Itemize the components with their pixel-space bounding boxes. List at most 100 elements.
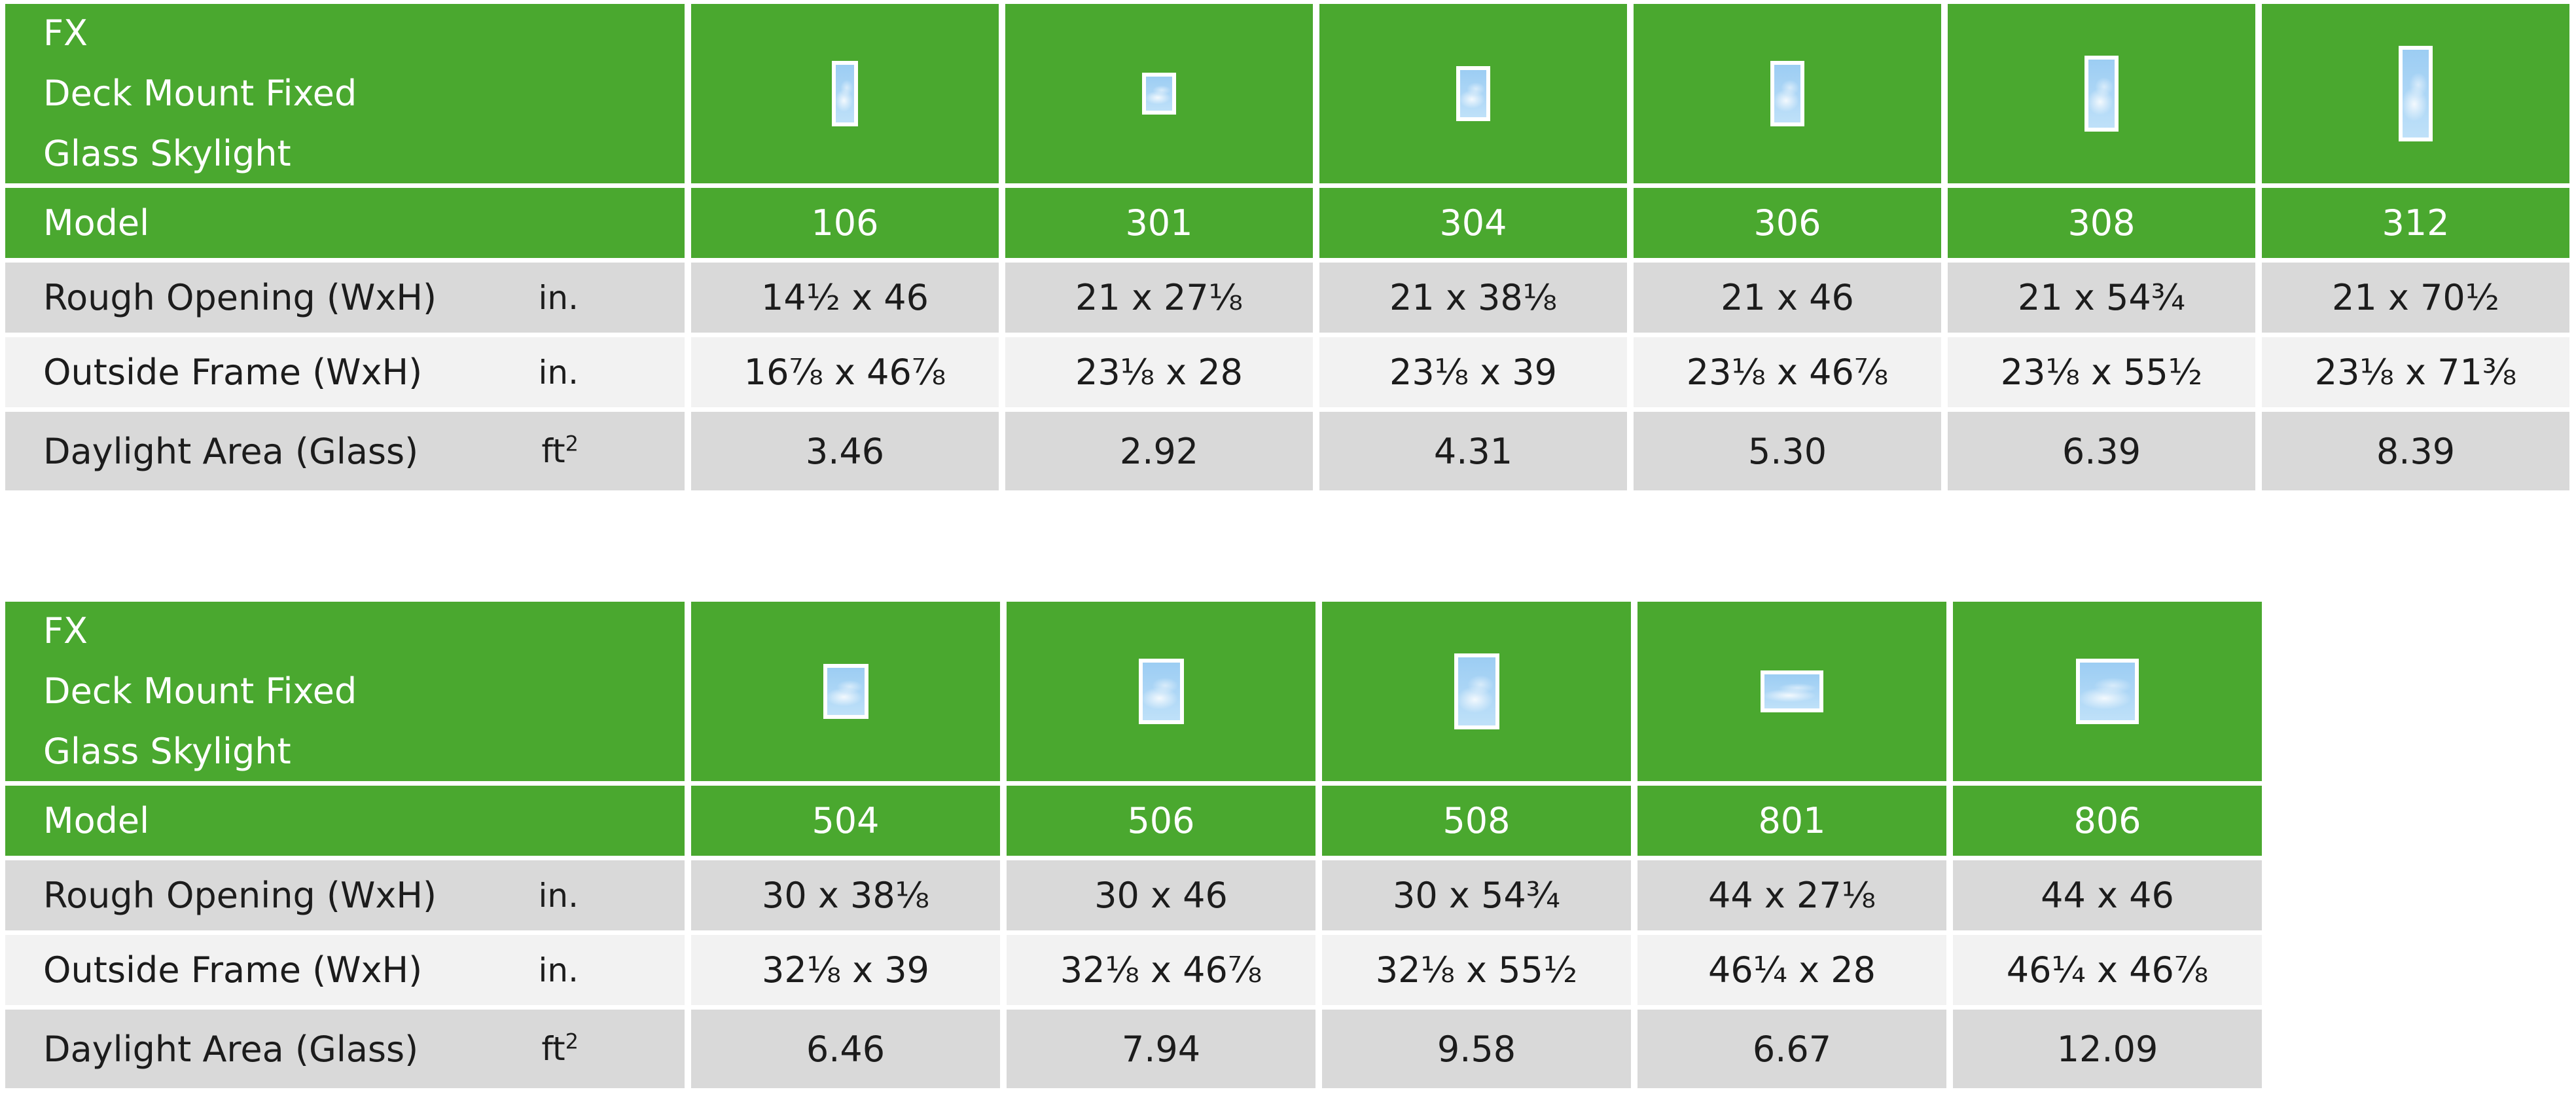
product-title-line: Glass Skylight [43,731,291,772]
skylight-icon [2076,659,2139,724]
skylight-icon [1761,670,1823,712]
product-title: FX Deck Mount Fixed Glass Skylight [5,602,685,781]
spec-label: Daylight Area (Glass) [43,430,419,472]
spec-table-fx-small: FX Deck Mount Fixed Glass Skylight Model 106… [5,4,2576,490]
spec-label-cell: Outside Frame (WxH) in. [5,935,685,1005]
spec-label-cell: Daylight Area (Glass) ft2 [5,412,685,490]
skylight-icon-cell [1319,4,1627,183]
spec-value: 30 x 46 [1007,860,1315,930]
spec-label-cell: Rough Opening (WxH) in. [5,263,685,333]
spec-value: 32⅛ x 46⅞ [1007,935,1315,1005]
spec-value: 6.46 [691,1010,1000,1088]
product-title-line: FX [43,610,88,651]
model-number: 508 [1322,786,1631,856]
spec-label: Rough Opening (WxH) [43,875,437,916]
skylight-icon-cell [1948,4,2255,183]
spec-value: 21 x 70½ [2262,263,2569,333]
product-title-line: Deck Mount Fixed [43,670,357,712]
skylight-icon-cell [1637,602,1946,781]
skylight-glass [827,667,865,716]
skylight-icon [1142,73,1176,115]
spec-value: 6.39 [1948,412,2255,490]
skylight-glass [836,65,854,122]
spec-unit: in. [538,951,579,989]
spec-value: 23⅛ x 46⅞ [1634,337,1941,407]
spec-label: Outside Frame (WxH) [43,949,423,991]
spec-value: 21 x 46 [1634,263,1941,333]
spec-value: 7.94 [1007,1010,1315,1088]
model-number: 801 [1637,786,1946,856]
spec-value: 4.31 [1319,412,1627,490]
spec-label: Daylight Area (Glass) [43,1028,419,1070]
spec-table-fx-large: FX Deck Mount Fixed Glass Skylight Model 504… [5,602,2576,1088]
spec-value: 6.67 [1637,1010,1946,1088]
model-number: 506 [1007,786,1315,856]
spec-label: Outside Frame (WxH) [43,352,423,393]
skylight-icon-cell [1953,602,2262,781]
spec-unit: in. [538,278,579,317]
product-title-line: FX [43,12,88,54]
skylight-icon-cell [1007,602,1315,781]
spec-value: 12.09 [1953,1010,2262,1088]
spec-value: 16⅞ x 46⅞ [691,337,999,407]
spec-value: 30 x 54¾ [1322,860,1631,930]
model-number: 106 [691,188,999,258]
spec-value: 46¼ x 28 [1637,935,1946,1005]
skylight-glass [1774,65,1800,122]
skylight-glass [2080,663,2135,720]
spec-value: 44 x 46 [1953,860,2262,930]
product-title-line: Deck Mount Fixed [43,73,357,114]
spec-value: 30 x 38⅛ [691,860,1000,930]
spec-value: 5.30 [1634,412,1941,490]
skylight-icon-cell [1634,4,1941,183]
spec-value: 3.46 [691,412,999,490]
skylight-icon [1770,61,1804,126]
skylight-icon-cell [691,602,1000,781]
spec-value: 21 x 38⅛ [1319,263,1627,333]
product-title-line: Glass Skylight [43,133,291,174]
skylight-icon [1454,653,1499,729]
spec-label-cell: Outside Frame (WxH) in. [5,337,685,407]
spec-value: 32⅛ x 39 [691,935,1000,1005]
spec-value: 44 x 27⅛ [1637,860,1946,930]
spec-unit: ft2 [541,1029,579,1068]
model-row-label: Model [5,786,685,856]
spec-value: 23⅛ x 28 [1005,337,1313,407]
skylight-icon [2084,55,2119,132]
spec-value: 2.92 [1005,412,1313,490]
spec-value: 46¼ x 46⅞ [1953,935,2262,1005]
model-number: 806 [1953,786,2262,856]
spec-label-cell: Daylight Area (Glass) ft2 [5,1010,685,1088]
skylight-glass [1764,674,1819,708]
skylight-icon [1456,65,1490,122]
spec-unit: in. [538,876,579,915]
spec-label-cell: Rough Opening (WxH) in. [5,860,685,930]
skylight-glass [1142,663,1180,720]
model-number: 304 [1319,188,1627,258]
model-row-label: Model [5,188,685,258]
spec-value: 9.58 [1322,1010,1631,1088]
skylight-glass [2088,59,2115,128]
spec-value: 32⅛ x 55½ [1322,935,1631,1005]
skylight-icon-cell [2262,4,2569,183]
spec-value: 21 x 27⅛ [1005,263,1313,333]
spec-value: 23⅛ x 71⅜ [2262,337,2569,407]
skylight-icon-cell [691,4,999,183]
skylight-icon [823,663,868,720]
spec-value: 23⅛ x 55½ [1948,337,2255,407]
spec-unit: in. [538,353,579,392]
model-number: 504 [691,786,1000,856]
spec-value: 14½ x 46 [691,263,999,333]
model-number: 301 [1005,188,1313,258]
spec-unit: ft2 [541,431,579,470]
skylight-icon [2399,46,2433,141]
skylight-glass [1460,69,1486,118]
skylight-icon-cell [1322,602,1631,781]
skylight-glass [1146,77,1172,111]
spec-value: 8.39 [2262,412,2569,490]
spec-value: 23⅛ x 39 [1319,337,1627,407]
skylight-glass [2403,50,2429,137]
skylight-icon-cell [1005,4,1313,183]
model-number: 306 [1634,188,1941,258]
product-title: FX Deck Mount Fixed Glass Skylight [5,4,685,183]
